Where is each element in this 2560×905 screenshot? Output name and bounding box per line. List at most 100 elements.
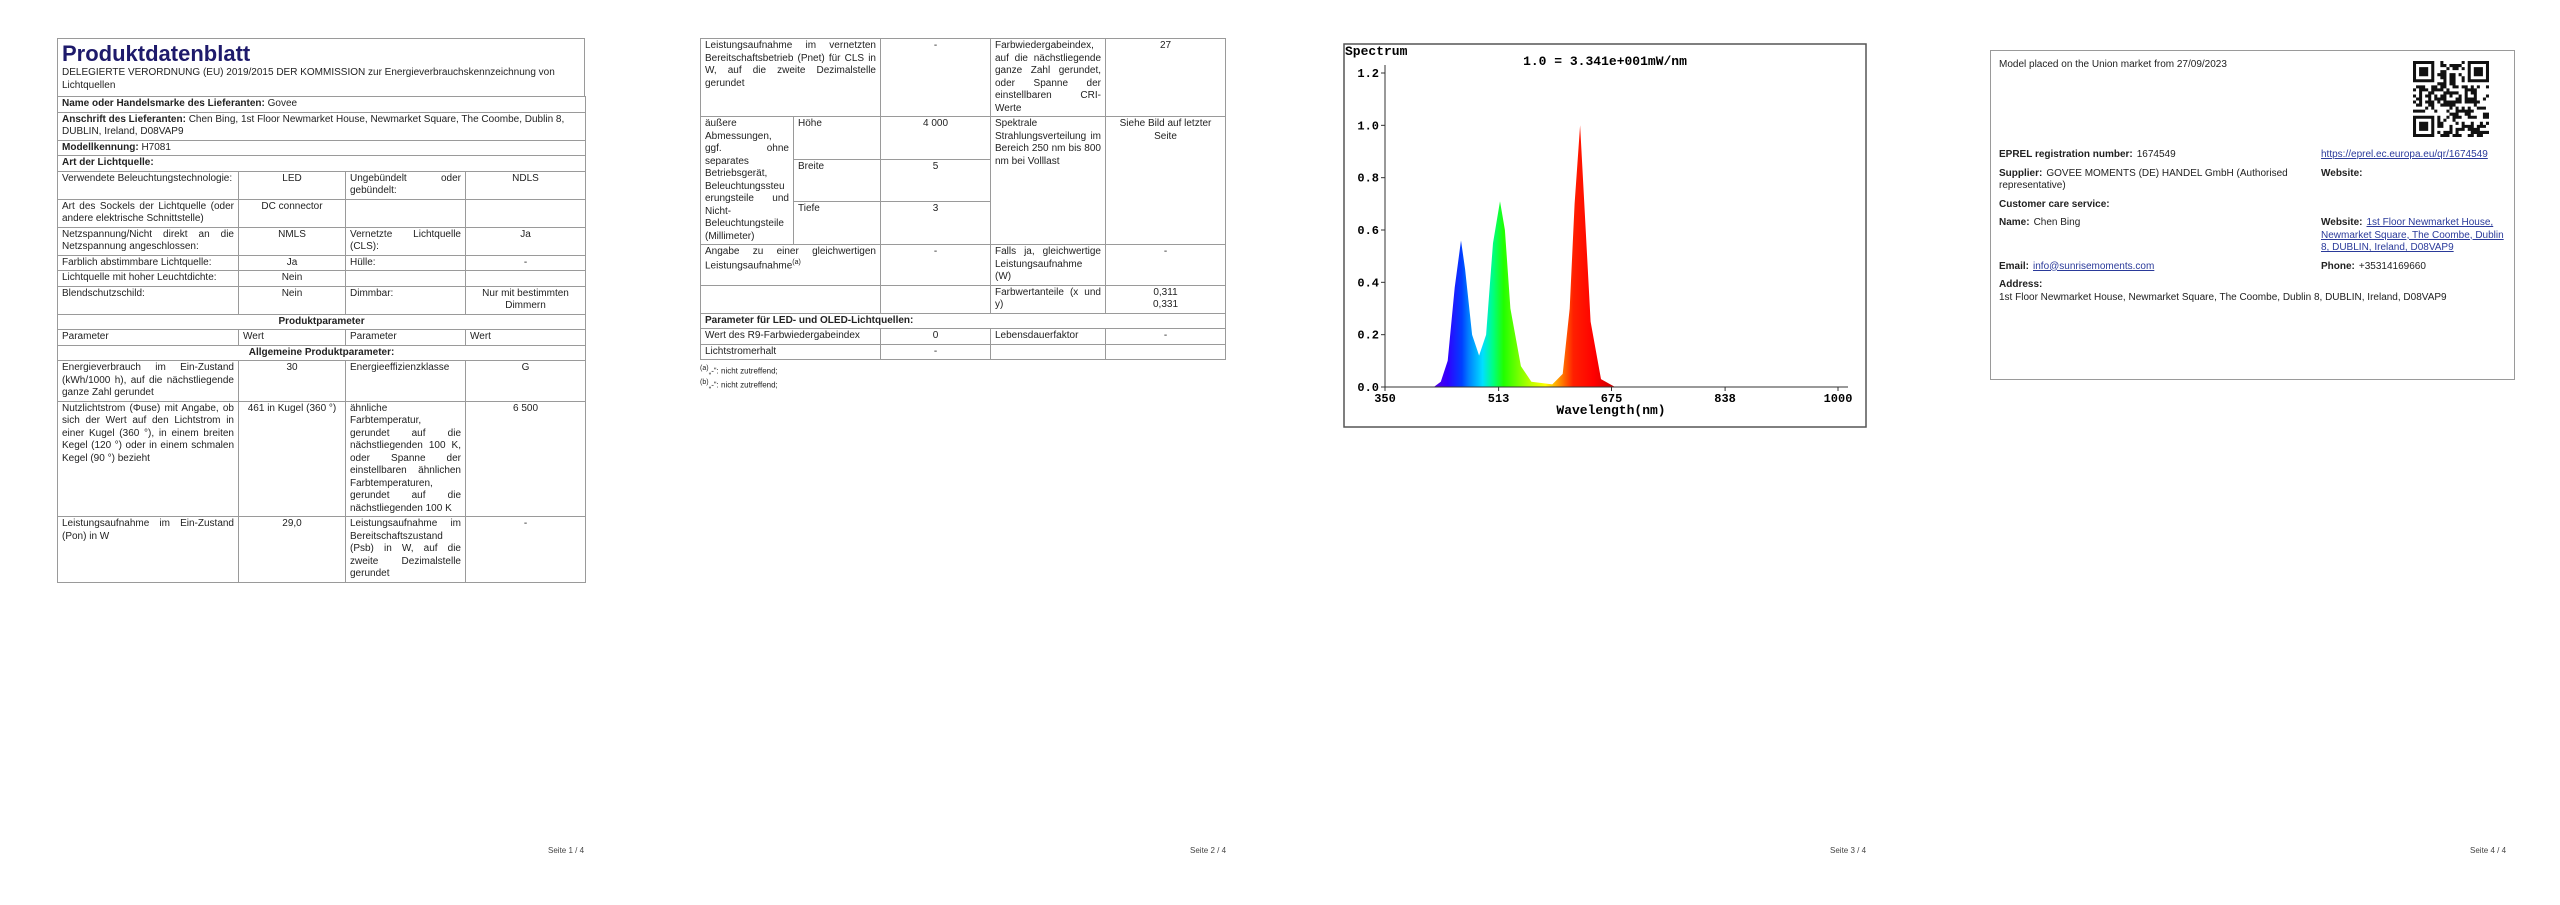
field: Phone: +35314169660 [2321, 261, 2506, 274]
field: Website: 1st Floor Newmarket House, Newma… [2321, 217, 2506, 255]
page-4-box: Model placed on the Union market from 27… [1990, 50, 2515, 380]
market-row: Model placed on the Union market from 27… [1999, 59, 2506, 143]
spectrum-area [1385, 125, 1838, 388]
table-cell: Breite [793, 158, 881, 203]
chart-title: Spectrum [1345, 44, 1408, 59]
table-cell: Dimmbar: [345, 285, 466, 315]
table-row: Allgemeine Produktparameter: [56, 344, 587, 362]
y-tick-label: 0.0 [1357, 381, 1379, 395]
x-axis-label: Wavelength(nm) [1556, 403, 1665, 418]
table-cell [990, 343, 1106, 360]
table-cell: ähnliche Farbtemperatur, gerundet auf di… [345, 400, 466, 518]
table-cell: 5 [880, 158, 991, 203]
x-tick-label: 1000 [1824, 392, 1853, 406]
table-cell: Ungebündelt oder gebündelt: [345, 170, 466, 200]
table-row: Farbwertanteile (x und y) 0,311 0,331 [700, 284, 1226, 314]
x-tick-label: 675 [1601, 392, 1623, 406]
table-cell: Parameter für LED- und OLED-Lichtquellen… [700, 312, 1226, 329]
footnote-ref: (a) [700, 365, 709, 372]
table-cell: LED [238, 170, 346, 200]
table-cell: Lichtquelle mit hoher Leuchtdichte: [57, 270, 239, 287]
market-date: Model placed on the Union market from 27… [1999, 59, 2227, 70]
y-tick-label: 0.2 [1357, 329, 1379, 343]
table-cell: 4 000 [880, 116, 991, 160]
table-cell: Wert des R9-Farbwiedergabeindex [700, 328, 881, 345]
field-label: Website: [2321, 167, 2363, 179]
table-row: Art der Lichtquelle: [56, 155, 587, 172]
footnote-text: „-“: nicht zutreffend; [708, 380, 778, 390]
table-cell: - [1105, 244, 1226, 286]
website-link[interactable]: 1st Floor Newmarket House, Newmarket Squ… [2321, 217, 2504, 253]
table-row: Angabe zu einer gleichwertigen Leistungs… [700, 244, 1226, 286]
page-footer: Seite 3 / 4 [1830, 846, 1867, 855]
table-row: Farblich abstimmbare Lichtquelle: Ja Hülle… [57, 254, 587, 272]
table-cell: Netzspannung/Nicht direkt an die Netzspa… [57, 226, 239, 256]
table-cell: NDLS [464, 170, 587, 200]
y-tick-label: 0.6 [1357, 224, 1379, 238]
table-cell: äußere Abmessungen, ggf. ohne separates … [700, 116, 794, 245]
page-footer: Seite 2 / 4 [1190, 846, 1227, 855]
table-cell: Art der Lichtquelle: [56, 155, 587, 172]
footnote: (a)„-“: nicht zutreffend; [700, 364, 1225, 378]
field-label: Phone: [2321, 260, 2355, 272]
table-cell: G [464, 360, 587, 402]
table-cell: Farblich abstimmbare Lichtquelle: [57, 254, 239, 272]
table-row: Anschrift des Lieferanten: Chen Bing, 1s… [56, 111, 587, 141]
email-link[interactable]: info@sunrisemoments.com [2033, 260, 2155, 272]
table-cell: Nein [238, 270, 346, 287]
table-cell: Nur mit bestimmten Dimmern [464, 285, 587, 315]
table-cell: Wert [464, 329, 587, 346]
page-1: Produktdatenblatt DELEGIERTE VERORDNUNG … [56, 38, 587, 583]
table-cell: 3 [880, 201, 991, 245]
subtitle: DELEGIERTE VERORDNUNG (EU) 2019/2015 DER… [62, 67, 555, 91]
table-cell: Name oder Handelsmarke des Lieferanten: … [56, 96, 587, 113]
field-value: 1674549 [2136, 149, 2176, 160]
table-cell: Allgemeine Produktparameter: [56, 344, 587, 362]
table-row: Modellkennung: H7081 [56, 139, 587, 157]
table-cell [464, 270, 587, 287]
field-value: Chen Bing, 1st Floor Newmarket House, Ne… [62, 113, 565, 138]
table-cell [700, 284, 881, 314]
field: Name: Chen Bing [1999, 217, 2315, 255]
table-row: Wert des R9-Farbwiedergabeindex 0 Lebensda… [700, 328, 1226, 345]
field: Email: info@sunrisemoments.com [1999, 261, 2315, 274]
table-cell: 0,311 0,331 [1105, 284, 1226, 314]
field-label: Name: [1999, 217, 2030, 228]
field-label: Email: [1999, 260, 2030, 272]
table-cell: 30 [238, 360, 346, 402]
table-cell: - [464, 254, 587, 272]
table-cell: Angabe zu einer gleichwertigen Leistungs… [700, 244, 881, 286]
table-cell: Spektrale Strahlungsverteilung im Bereic… [990, 116, 1106, 245]
table-row: Art des Sockels der Lichtquelle (oder an… [57, 198, 587, 228]
table-cell: Parameter [345, 329, 466, 346]
table-cell: - [1105, 328, 1226, 345]
table-cell: Leistungsaufnahme im Bereitschaftszustan… [345, 516, 466, 583]
section-label: Customer care service: [1999, 198, 2110, 210]
table-cell: Lebensdauerfaktor [990, 328, 1106, 345]
table-cell: - [464, 516, 587, 583]
table-cell: Produktparameter [56, 313, 587, 331]
field: Website: [2321, 168, 2506, 193]
field: Address: 1st Floor Newmarket House, Newma… [1999, 279, 2506, 304]
table-cell: 29,0 [238, 516, 346, 583]
table-cell: Siehe Bild auf letzter Seite [1105, 116, 1226, 245]
table-row: Lichtquelle mit hoher Leuchtdichte: Nein [57, 270, 587, 287]
footnote-ref: (b) [700, 378, 709, 386]
table-cell: Energieverbrauch im Ein-Zustand (kWh/100… [57, 360, 239, 402]
table-row: Leistungsaufnahme im Ein-Zustand (Pon) i… [57, 516, 587, 583]
table-cell [345, 198, 466, 228]
table-cell: 27 [1105, 38, 1226, 117]
field-label: Address: [1999, 279, 2043, 290]
footnote: (b)„-“: nicht zutreffend; [700, 378, 1225, 392]
table-cell [345, 270, 466, 287]
data-table: Leistungsaufnahme im vernetzten Bereitsc… [700, 38, 1226, 360]
table-cell: Leistungsaufnahme im vernetzten Bereitsc… [700, 38, 881, 117]
table-cell: Art des Sockels der Lichtquelle (oder an… [57, 198, 239, 228]
eprel-link[interactable]: https://eprel.ec.europa.eu/qr/1674549 [2321, 149, 2488, 160]
data-table: Name oder Handelsmarke des Lieferanten: … [56, 96, 587, 583]
field-label: Supplier: [1999, 167, 2043, 179]
field-label: EPREL registration number: [1999, 149, 2133, 160]
table-cell: - [880, 38, 991, 117]
table-row: Parameter für LED- und OLED-Lichtquellen… [700, 312, 1226, 329]
